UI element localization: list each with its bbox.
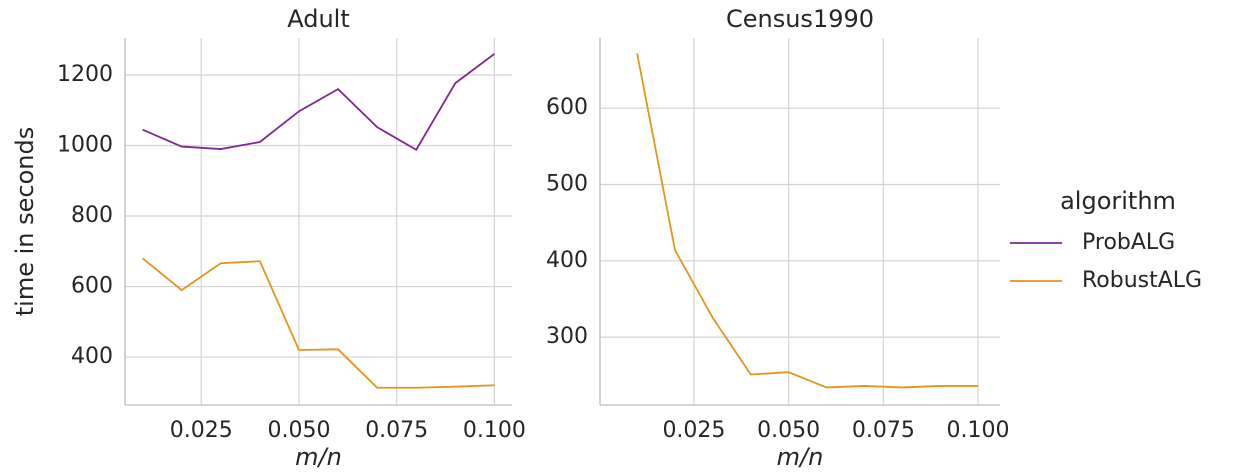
x-axis-label: m/n — [295, 443, 342, 471]
y-tick-label: 300 — [546, 324, 588, 349]
y-tick-label: 1200 — [57, 62, 113, 87]
legend-label: RobustALG — [1082, 268, 1202, 293]
panel-title: Census1990 — [726, 5, 874, 33]
y-tick-label: 500 — [546, 171, 588, 196]
y-axis-label: time in seconds — [11, 127, 39, 316]
x-tick-label: 0.100 — [463, 418, 526, 443]
line — [142, 53, 495, 151]
y-tick-label: 400 — [546, 248, 588, 273]
y-tick-label: 800 — [71, 203, 113, 228]
panel-title: Adult — [287, 5, 350, 33]
x-axis-label: m/n — [777, 443, 824, 471]
x-tick-label: 0.075 — [852, 418, 915, 443]
legend-label: ProbALG — [1082, 230, 1175, 255]
legend-title: algorithm — [1060, 187, 1176, 215]
y-tick-label: 400 — [71, 344, 113, 369]
y-tick-label: 600 — [71, 274, 113, 299]
y-tick-label: 1000 — [57, 133, 113, 158]
x-tick-label: 0.025 — [170, 418, 233, 443]
y-tick-label: 600 — [546, 95, 588, 120]
x-tick-label: 0.050 — [757, 418, 820, 443]
x-tick-label: 0.050 — [267, 418, 330, 443]
x-tick-label: 0.075 — [365, 418, 428, 443]
line — [636, 53, 979, 389]
x-tick-label: 0.025 — [662, 418, 725, 443]
x-tick-label: 0.100 — [947, 418, 1010, 443]
line — [142, 257, 495, 389]
